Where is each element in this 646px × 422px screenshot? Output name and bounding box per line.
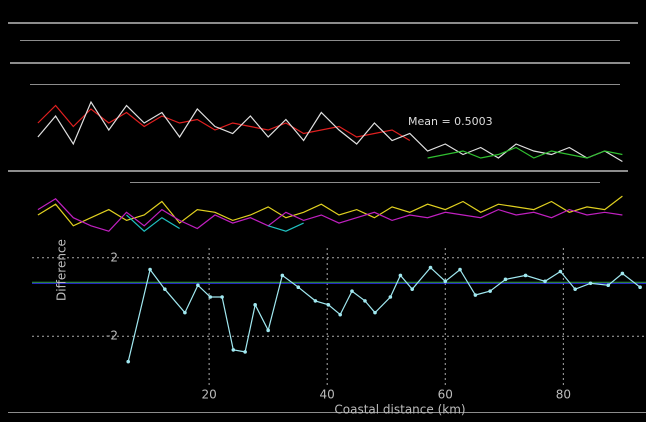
data-point: [524, 274, 528, 278]
data-point: [266, 329, 270, 333]
data-point: [504, 278, 508, 282]
page: {"chart_data": [ {"type": "line", "annot…: [0, 0, 646, 422]
data-point: [559, 270, 563, 274]
data-point: [196, 283, 200, 287]
data-point: [163, 287, 167, 291]
y-tick-label: 2: [110, 250, 118, 264]
x-tick-label: 40: [320, 388, 335, 402]
x-tick-label: 60: [438, 388, 453, 402]
data-point: [148, 268, 152, 272]
data-point: [389, 295, 393, 299]
x-axis-label: Coastal distance (km): [334, 403, 465, 417]
data-point: [327, 303, 331, 307]
data-point: [126, 360, 130, 364]
data-point: [399, 274, 403, 278]
data-point: [621, 272, 625, 276]
y-axis-label: Difference: [55, 239, 69, 301]
data-point: [232, 348, 236, 352]
x-tick-label: 20: [201, 388, 216, 402]
data-point: [208, 295, 212, 299]
data-point: [363, 299, 367, 303]
data-point: [220, 295, 224, 299]
data-point: [474, 293, 478, 297]
chart-window: Mean = 0.5003-2220406080DifferenceCoasta…: [0, 0, 646, 422]
annotation: Mean = 0.5003: [408, 115, 493, 128]
data-point: [281, 274, 285, 278]
data-point: [314, 299, 318, 303]
data-point: [183, 311, 187, 315]
data-point: [443, 280, 447, 284]
data-point: [589, 281, 593, 285]
data-point: [253, 303, 257, 307]
x-tick-label: 80: [556, 388, 571, 402]
data-point: [350, 289, 354, 293]
data-point: [573, 287, 577, 291]
data-point: [373, 311, 377, 315]
data-point: [606, 283, 610, 287]
data-point: [243, 350, 247, 354]
data-point: [458, 268, 462, 272]
data-point: [338, 313, 342, 317]
data-point: [638, 285, 642, 289]
data-point: [488, 289, 492, 293]
data-point: [410, 287, 414, 291]
data-point: [543, 280, 547, 284]
data-point: [429, 266, 433, 270]
data-point: [296, 285, 300, 289]
